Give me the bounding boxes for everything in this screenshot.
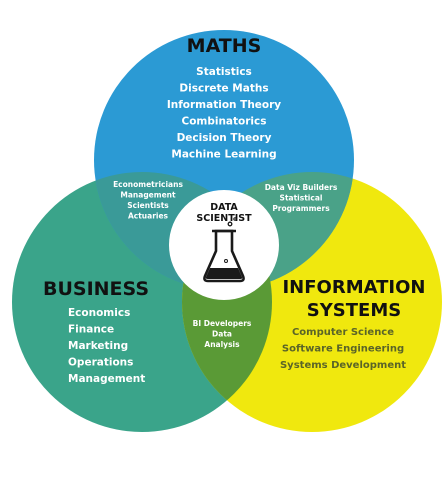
info-systems-title-line2: SYSTEMS xyxy=(307,300,401,321)
maths-item: Discrete Maths xyxy=(179,83,268,95)
maths-item: Machine Learning xyxy=(171,149,276,161)
business-item: Marketing xyxy=(68,340,128,352)
info-systems-title-line1: INFORMATION xyxy=(282,277,425,298)
info-systems-item: Software Engineering xyxy=(282,344,404,355)
info-systems-item: Systems Development xyxy=(280,360,406,371)
center-label-line1: DATA xyxy=(210,202,238,213)
info-systems-item: Computer Science xyxy=(292,327,394,338)
info-systems-items: Computer Science Software Engineering Syst… xyxy=(280,327,406,371)
business-info-item: Analysis xyxy=(204,340,240,349)
maths-item: Combinatorics xyxy=(181,116,266,128)
maths-business-item: Actuaries xyxy=(128,212,169,221)
maths-business-item: Scientists xyxy=(127,201,169,210)
maths-item: Information Theory xyxy=(167,99,281,111)
flask-icon xyxy=(203,217,245,283)
center-label-line2: SCIENTIST xyxy=(196,213,252,224)
maths-item: Statistics xyxy=(196,66,252,78)
business-item: Management xyxy=(68,373,145,385)
maths-title: MATHS xyxy=(187,35,262,57)
maths-info-item: Programmers xyxy=(272,204,330,213)
business-items: Economics Finance Marketing Operations Manag… xyxy=(68,307,145,385)
business-info-item: Data xyxy=(212,330,232,339)
business-item: Economics xyxy=(68,307,130,319)
maths-info-item: Statistical xyxy=(280,194,323,203)
business-info-item: BI Developers xyxy=(193,319,252,328)
maths-item: Decision Theory xyxy=(177,132,272,144)
business-item: Operations xyxy=(68,357,133,369)
business-item: Finance xyxy=(68,324,114,336)
maths-business-item: Management xyxy=(120,191,176,200)
maths-info-item: Data Viz Builders xyxy=(265,183,338,192)
business-title: BUSINESS xyxy=(43,278,149,300)
maths-business-item: Econometricians xyxy=(113,180,183,189)
maths-items: Statistics Discrete Maths Information Theo… xyxy=(167,66,281,161)
